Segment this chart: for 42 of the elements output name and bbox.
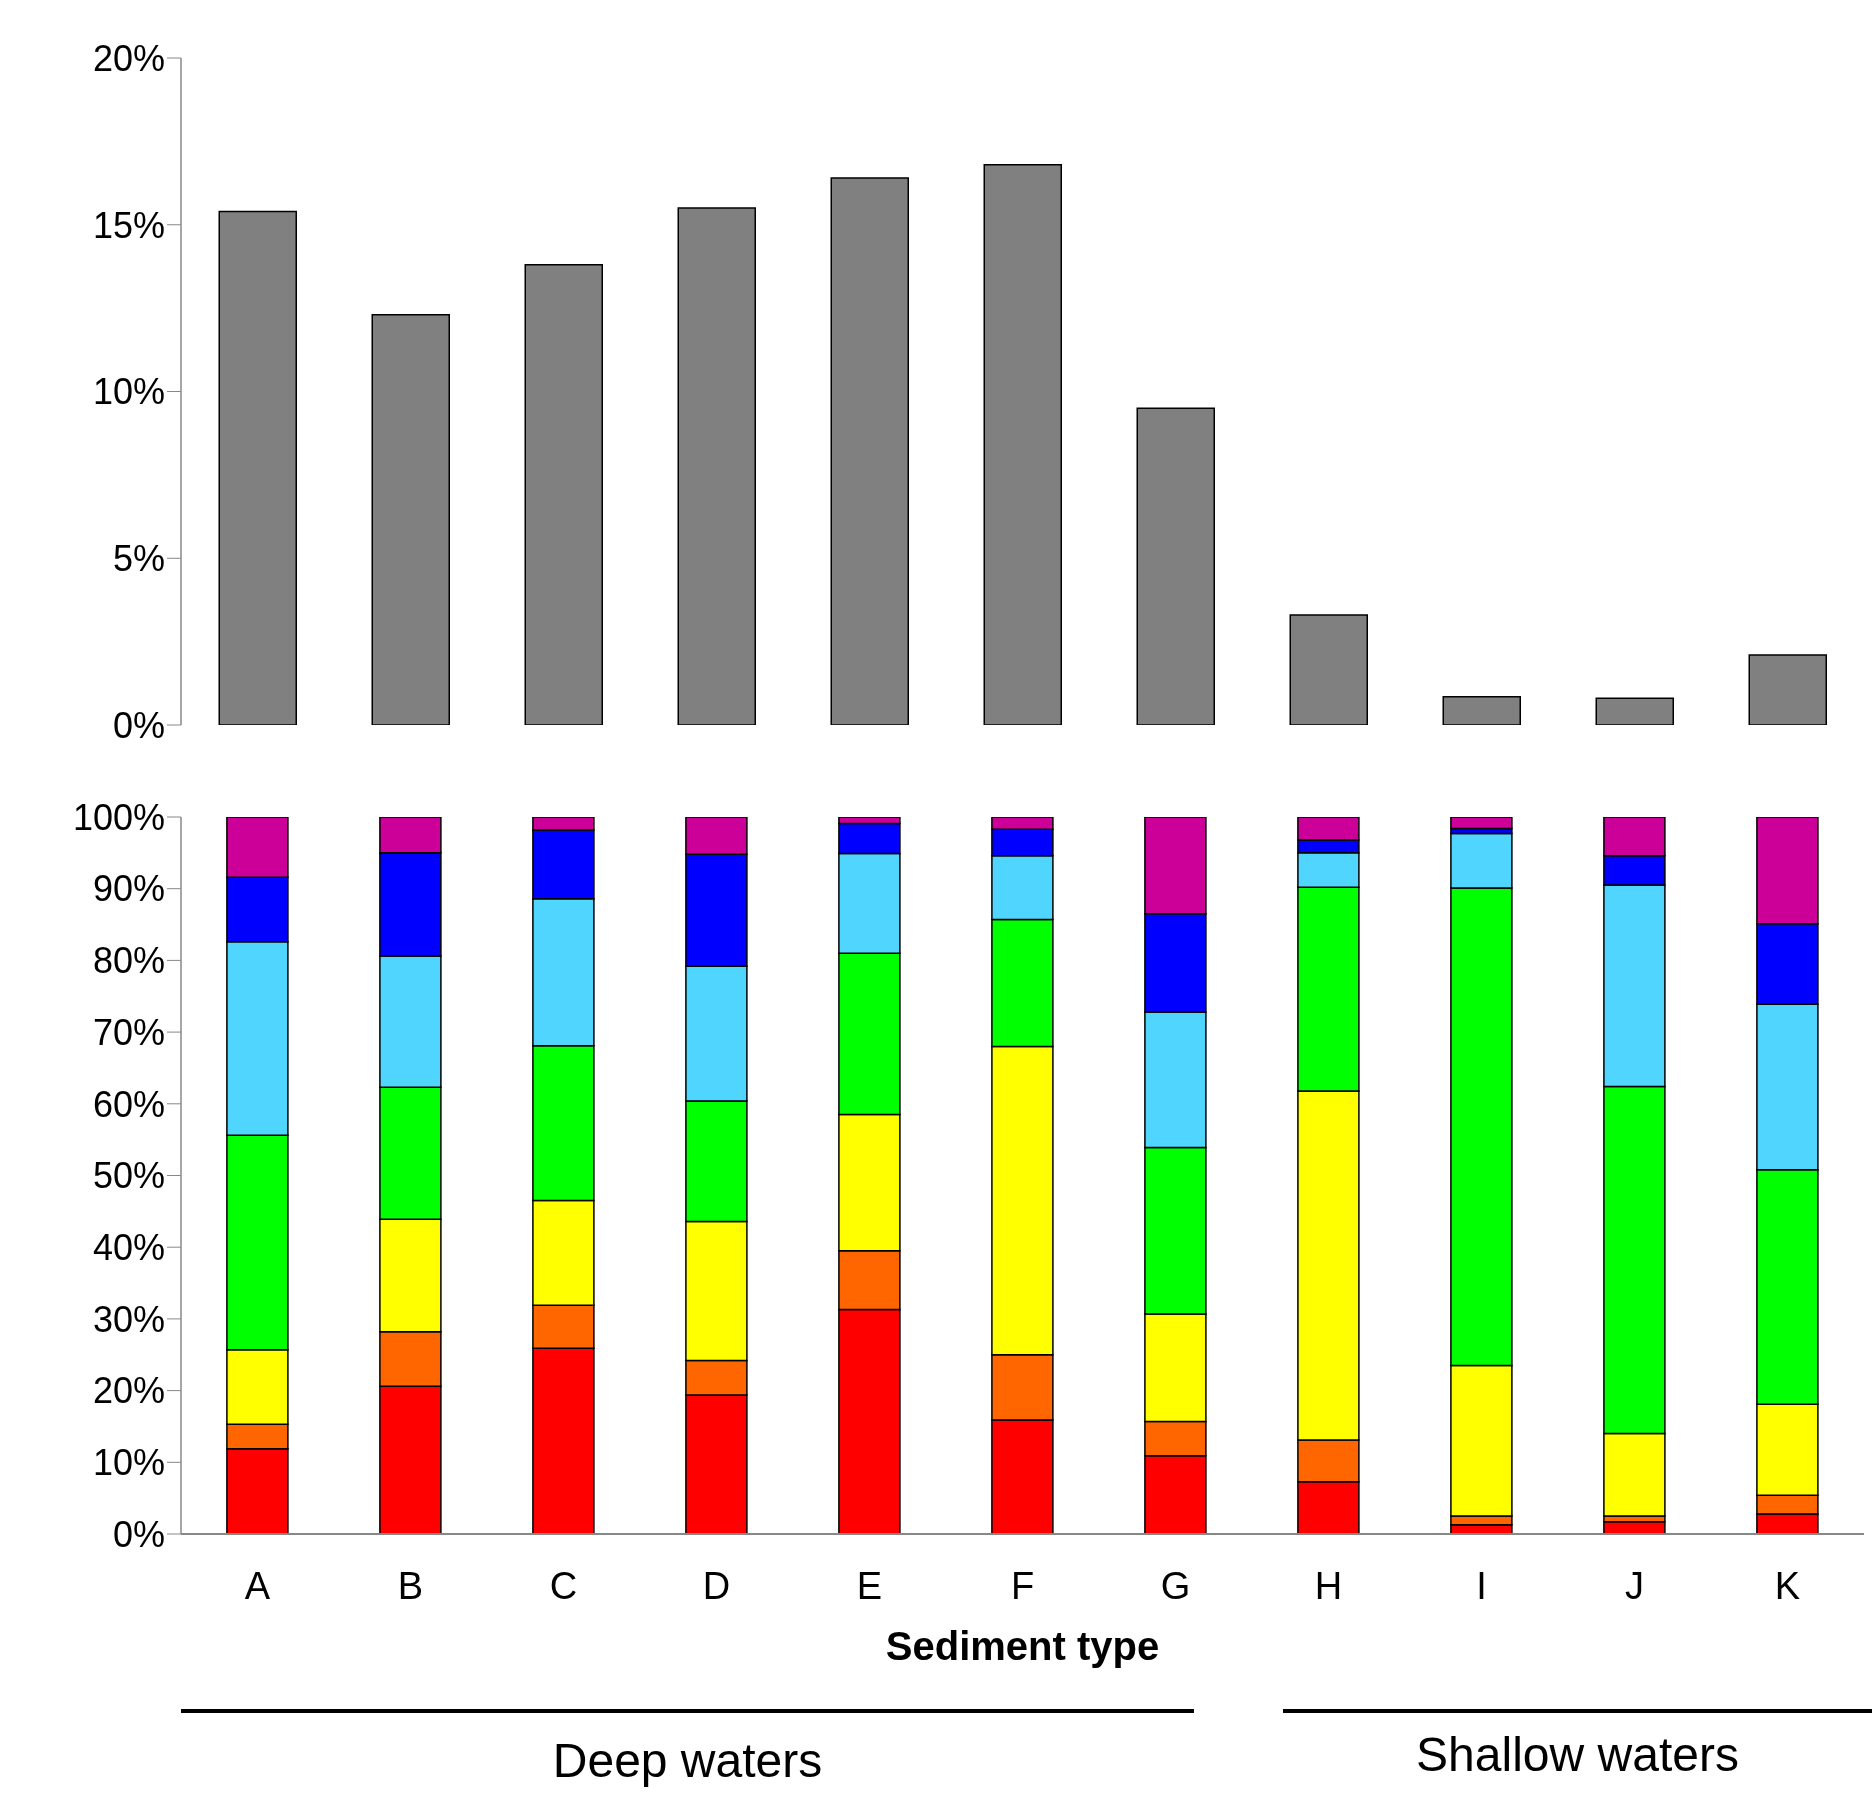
bar bbox=[1595, 697, 1674, 725]
y-tick-label: 60% bbox=[92, 1083, 165, 1125]
y-tick-label: 90% bbox=[92, 868, 165, 910]
y-tick-label: 10% bbox=[92, 371, 165, 413]
x-tick-label: K bbox=[1774, 1564, 1801, 1607]
x-tick-label: J bbox=[1625, 1564, 1644, 1607]
bar bbox=[677, 207, 756, 725]
y-tick-label: 20% bbox=[92, 1370, 165, 1412]
y-tick-label: 5% bbox=[112, 538, 165, 580]
x-tick-label: F bbox=[1010, 1564, 1035, 1607]
x-tick-label: C bbox=[549, 1564, 578, 1607]
y-tick-label: 15% bbox=[92, 204, 165, 246]
bar bbox=[524, 264, 603, 725]
y-tick-label: 0% bbox=[112, 1513, 165, 1555]
text: Shallow waters bbox=[1415, 1727, 1740, 1782]
bar bbox=[983, 163, 1062, 725]
x-tick-label: B bbox=[397, 1564, 424, 1607]
y-tick-label: 80% bbox=[92, 940, 165, 982]
y-tick-label: 70% bbox=[92, 1011, 165, 1053]
bar bbox=[218, 210, 297, 725]
y-tick-label: 30% bbox=[92, 1298, 165, 1340]
y-tick-label: 100% bbox=[72, 796, 165, 838]
bar bbox=[1450, 817, 1513, 830]
x-tick-label: H bbox=[1314, 1564, 1343, 1607]
y-tick-label: 10% bbox=[92, 1442, 165, 1484]
y-tick-label: 0% bbox=[112, 704, 165, 746]
bar bbox=[830, 177, 909, 725]
bar bbox=[1748, 654, 1827, 725]
y-tick-label: 20% bbox=[92, 37, 165, 79]
bar bbox=[1289, 614, 1368, 725]
text: Deep waters bbox=[551, 1733, 824, 1788]
x-tick-label: E bbox=[856, 1564, 883, 1607]
x-tick-label: G bbox=[1160, 1564, 1191, 1607]
x-tick-label: I bbox=[1476, 1564, 1487, 1607]
x-tick-label: D bbox=[702, 1564, 731, 1607]
bar bbox=[371, 314, 450, 725]
x-axis-title: Sediment type bbox=[884, 1624, 1161, 1670]
y-tick-label: 50% bbox=[92, 1155, 165, 1197]
bar bbox=[1442, 695, 1521, 725]
y-tick-label: 40% bbox=[92, 1226, 165, 1268]
x-tick-label: A bbox=[244, 1564, 271, 1607]
bar bbox=[1136, 407, 1215, 725]
